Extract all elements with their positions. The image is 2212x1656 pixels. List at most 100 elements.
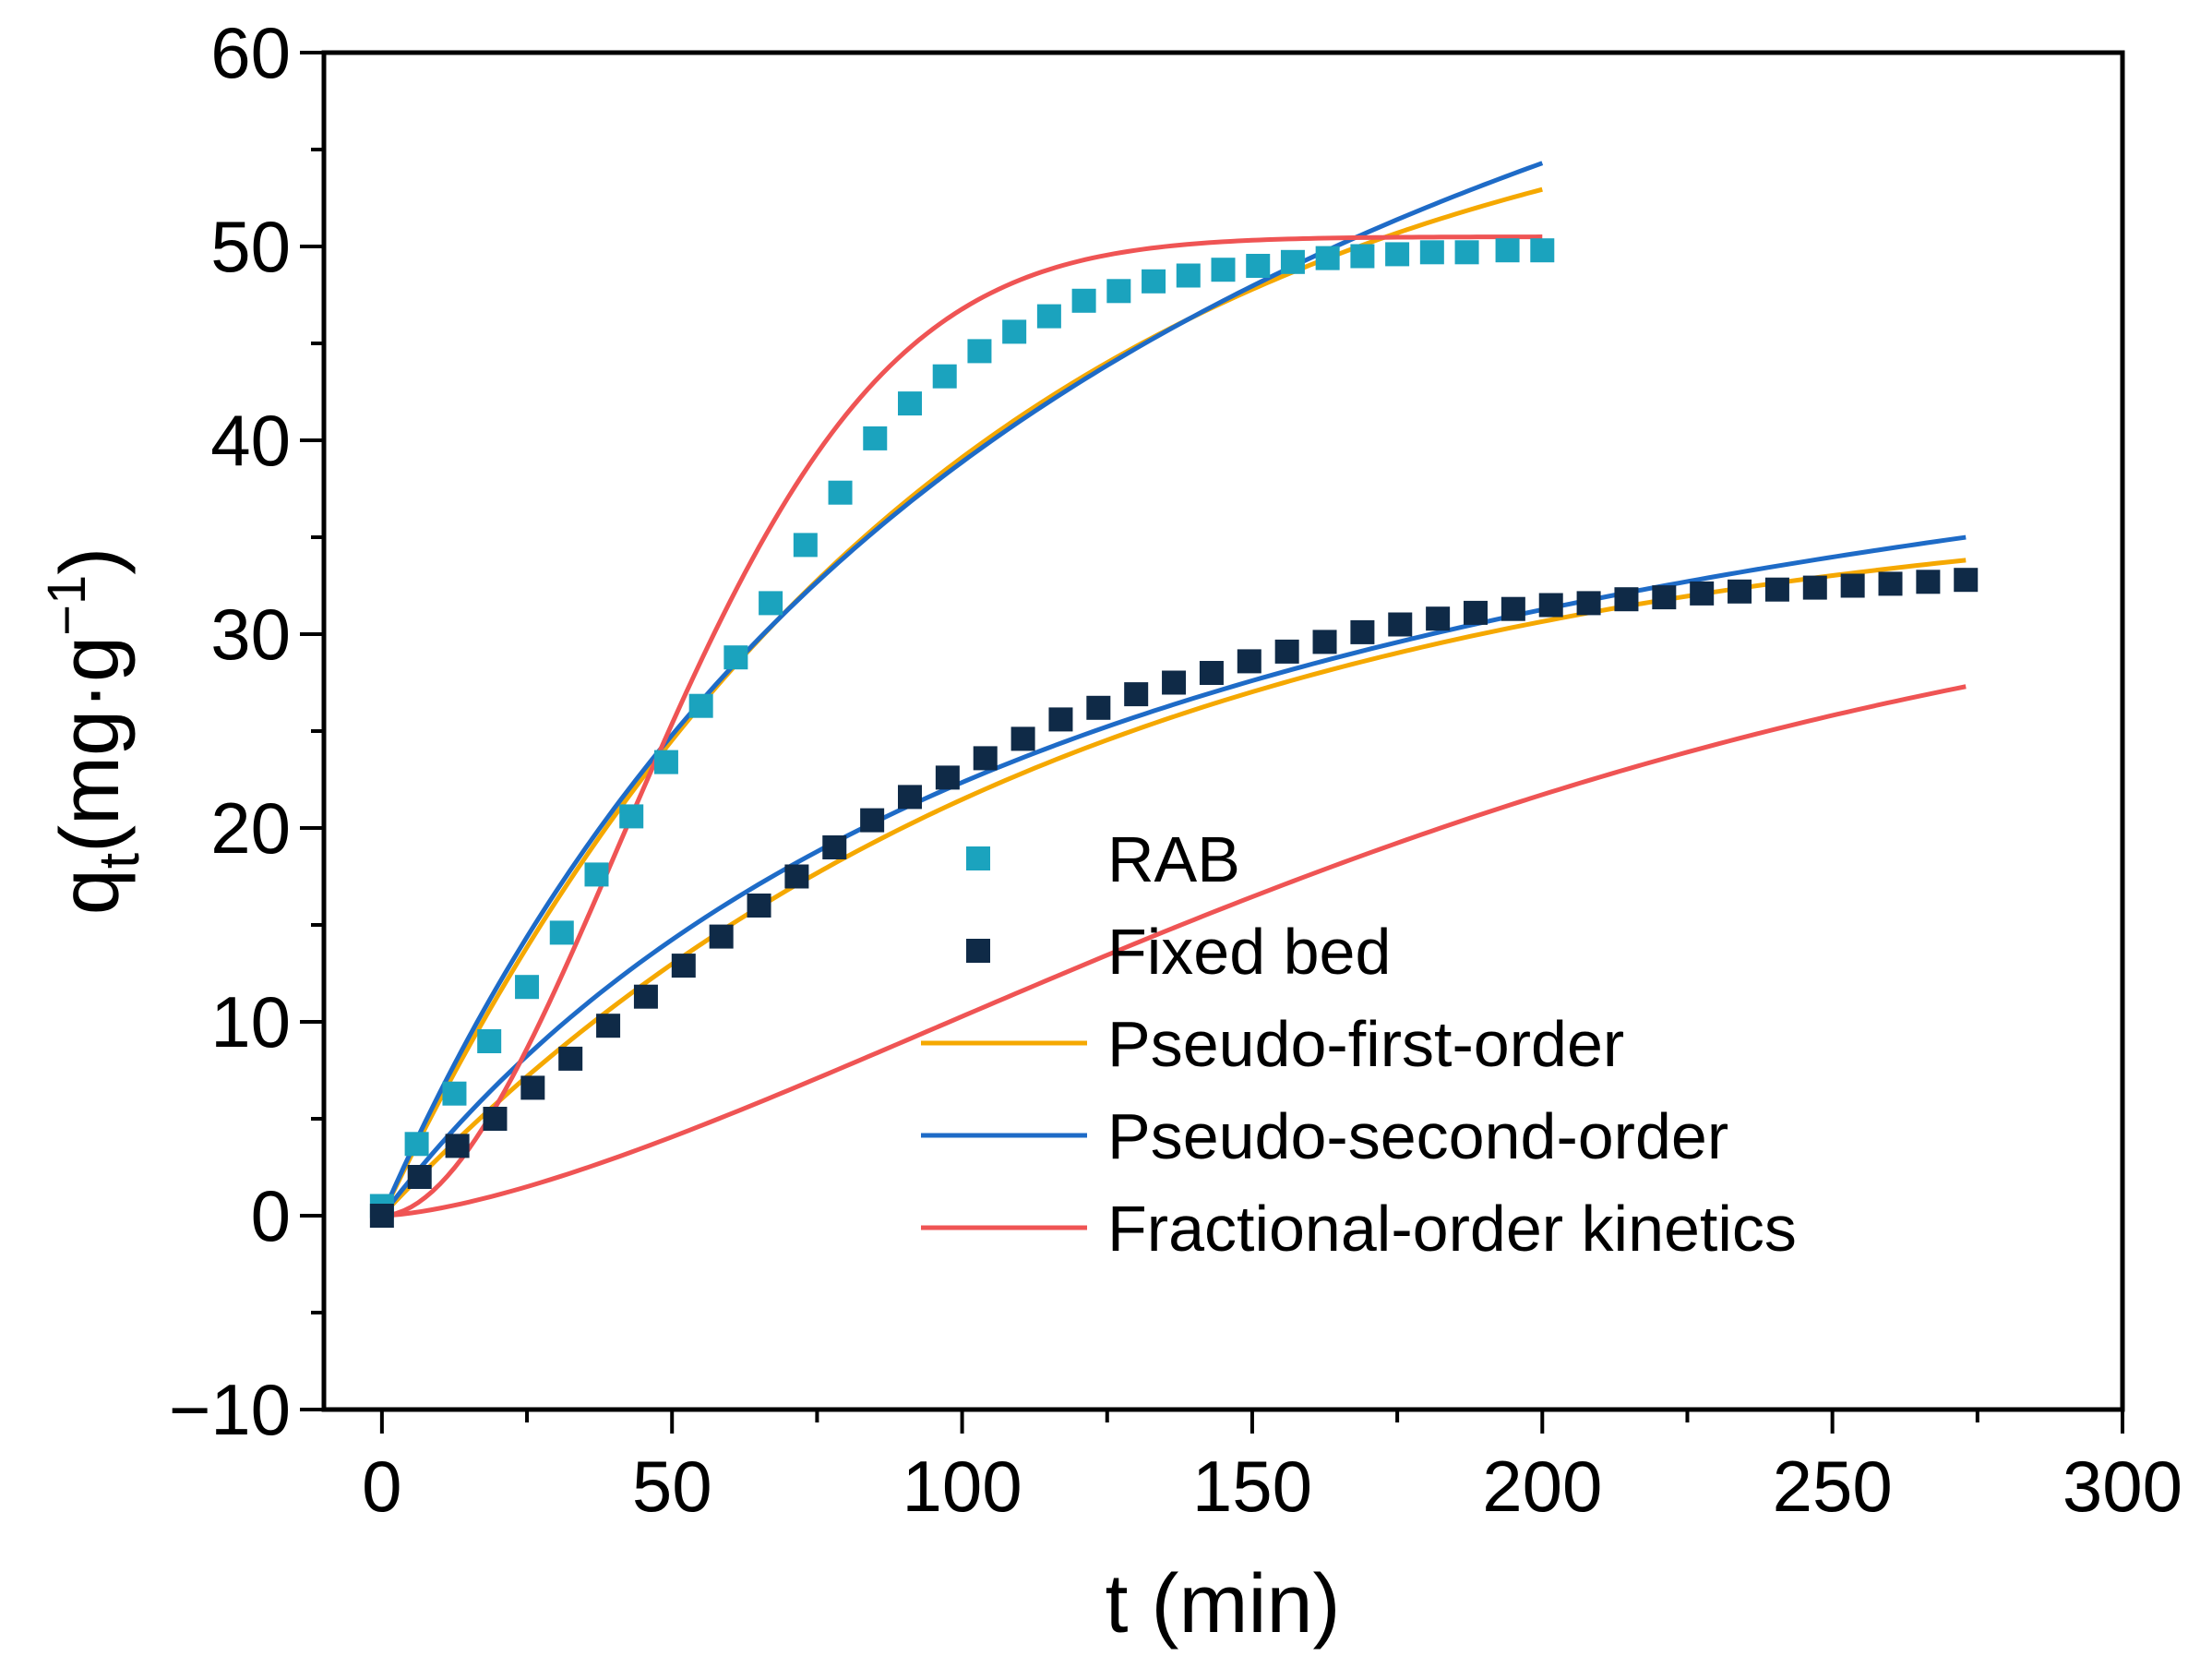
x-tick-label: 300 bbox=[2063, 1446, 2182, 1527]
legend-rab-label: RAB bbox=[1107, 823, 1240, 895]
pseudo-second-order-curve-1 bbox=[379, 161, 1544, 1218]
series-layer bbox=[369, 161, 1979, 1228]
fixed-bed-point bbox=[822, 835, 847, 859]
fixed-bed-point bbox=[1652, 585, 1677, 610]
rab-point bbox=[723, 645, 748, 670]
fixed-bed-point bbox=[897, 785, 922, 810]
fixed-bed-point bbox=[558, 1046, 583, 1071]
fixed-bed-point bbox=[709, 924, 734, 949]
fractional-order-kinetics-curve-1 bbox=[381, 234, 1543, 1218]
fixed-bed-point bbox=[369, 1204, 394, 1228]
rab-point bbox=[759, 591, 783, 616]
fixed-bed-point bbox=[784, 864, 809, 889]
rab-point bbox=[442, 1081, 467, 1106]
y-tick-label: 50 bbox=[210, 206, 291, 287]
rab-point bbox=[515, 975, 540, 1000]
legend-pseudo-first-order-label: Pseudo-first-order bbox=[1107, 1008, 1624, 1080]
rab-point bbox=[1002, 319, 1027, 344]
rab-point bbox=[619, 804, 644, 829]
rab-point bbox=[1385, 242, 1410, 267]
fixed-bed-point bbox=[747, 894, 771, 918]
y-axis-title-main: q bbox=[44, 869, 137, 915]
fixed-bed-point bbox=[1576, 591, 1601, 616]
fixed-bed-point bbox=[407, 1165, 432, 1189]
rab-point bbox=[404, 1132, 429, 1157]
rab-point bbox=[1211, 258, 1236, 282]
fixed-bed-point bbox=[1916, 570, 1941, 594]
y-axis-title-units-superscript: −1 bbox=[37, 575, 97, 636]
fixed-bed-point bbox=[596, 1014, 621, 1038]
rab-point bbox=[549, 920, 574, 945]
y-tick-label: 0 bbox=[251, 1175, 291, 1256]
fixed-bed-point bbox=[1312, 630, 1337, 654]
rab-point bbox=[1246, 254, 1271, 278]
rab-point bbox=[1280, 249, 1305, 274]
x-tick-label: 150 bbox=[1192, 1446, 1312, 1527]
rab-point bbox=[1142, 269, 1166, 294]
fixed-bed-point bbox=[1728, 579, 1752, 604]
legend-fixed-bed-label: Fixed bed bbox=[1107, 916, 1391, 988]
fixed-bed-point bbox=[1538, 593, 1563, 618]
rab-point bbox=[477, 1029, 502, 1053]
rab-point bbox=[1071, 288, 1096, 313]
legend-rab-marker bbox=[966, 846, 990, 870]
legend-pseudo-second-order-label: Pseudo-second-order bbox=[1107, 1100, 1728, 1172]
ticks-layer: 0 50 100 150 200 250 300 −10 0 10 20 30 40 50 60 bbox=[169, 12, 2182, 1527]
fixed-bed-point bbox=[1350, 619, 1375, 644]
rab-point bbox=[584, 862, 609, 887]
fixed-bed-point bbox=[1237, 649, 1261, 674]
y-tick-label: 30 bbox=[210, 594, 291, 675]
rab-point bbox=[828, 480, 853, 505]
rab-point bbox=[897, 391, 922, 416]
fixed-bed-point bbox=[1463, 600, 1488, 625]
y-tick-label: 60 bbox=[210, 12, 291, 93]
y-axis-title-units: (mg·g bbox=[44, 636, 137, 853]
fixed-bed-point bbox=[483, 1107, 508, 1131]
fixed-bed-point bbox=[935, 765, 960, 790]
fixed-bed-point bbox=[1124, 682, 1149, 707]
fixed-bed-point bbox=[1614, 587, 1639, 612]
y-tick-label: 10 bbox=[210, 981, 291, 1062]
x-tick-label: 250 bbox=[1773, 1446, 1893, 1527]
rab-point bbox=[1176, 263, 1201, 288]
fixed-bed-point bbox=[1690, 581, 1715, 606]
fixed-bed-point bbox=[1802, 575, 1827, 600]
legend: RAB Fixed bed Pseudo-first-order Pseudo-sec… bbox=[921, 823, 1797, 1265]
rab-point bbox=[967, 339, 992, 364]
fixed-bed-point bbox=[1954, 568, 1979, 593]
rab-point bbox=[1495, 238, 1520, 263]
y-tick-label: 40 bbox=[210, 400, 291, 481]
fixed-bed-point bbox=[1388, 612, 1413, 637]
x-tick-label: 100 bbox=[903, 1446, 1022, 1527]
y-axis-title: qt(mg·g−1) bbox=[37, 547, 151, 915]
fixed-bed-point bbox=[1426, 606, 1451, 631]
rab-point bbox=[688, 693, 713, 718]
rab-point bbox=[1036, 304, 1061, 329]
legend-fractional-order-kinetics-label: Fractional-order kinetics bbox=[1107, 1193, 1797, 1265]
fixed-bed-point bbox=[1878, 571, 1903, 596]
rab-point bbox=[1315, 246, 1340, 270]
x-axis-title: t (min) bbox=[1106, 1558, 1341, 1650]
rab-point bbox=[863, 426, 888, 450]
rab-point bbox=[1419, 240, 1444, 265]
y-tick-label: 20 bbox=[210, 787, 291, 869]
fixed-bed-point bbox=[973, 746, 998, 771]
fixed-bed-point bbox=[520, 1075, 545, 1100]
pseudo-second-order-curve-2 bbox=[379, 534, 1967, 1218]
x-tick-label: 50 bbox=[632, 1446, 712, 1527]
y-tick-label: −10 bbox=[169, 1369, 291, 1450]
y-axis-title-subscript: t bbox=[88, 853, 151, 869]
fixed-bed-point bbox=[633, 984, 658, 1009]
fixed-bed-point bbox=[1162, 670, 1187, 695]
fixed-bed-point bbox=[1010, 726, 1035, 751]
rab-point bbox=[793, 533, 818, 558]
rab-point bbox=[1454, 240, 1479, 265]
x-tick-label: 0 bbox=[362, 1446, 401, 1527]
fixed-bed-point bbox=[1840, 573, 1865, 598]
y-axis-title-units-close: ) bbox=[44, 547, 137, 575]
fixed-bed-point bbox=[860, 808, 885, 833]
fixed-bed-point bbox=[1199, 661, 1224, 685]
rab-point bbox=[1350, 244, 1375, 269]
rab-point bbox=[653, 750, 678, 774]
rab-point bbox=[1106, 279, 1131, 304]
